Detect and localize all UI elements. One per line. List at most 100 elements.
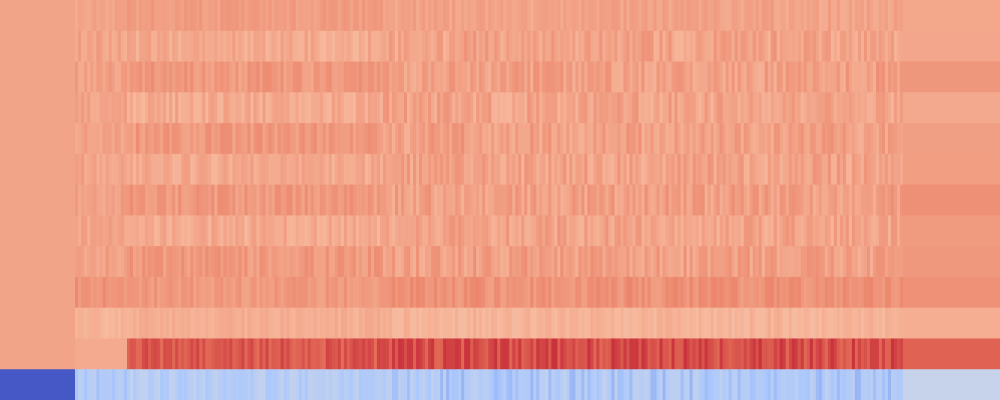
heatmap-cell xyxy=(779,246,784,278)
heatmap-cell xyxy=(470,123,474,155)
heatmap-cell xyxy=(764,92,769,124)
heatmap-cell xyxy=(698,0,703,32)
heatmap-cell xyxy=(349,276,354,309)
heatmap-cell xyxy=(452,307,456,340)
heatmap-cell xyxy=(848,338,853,370)
heatmap-cell xyxy=(196,276,200,309)
heatmap-cell xyxy=(473,123,477,155)
heatmap-cell xyxy=(728,307,733,340)
heatmap-cell xyxy=(503,369,507,400)
heatmap-cell xyxy=(854,0,859,32)
heatmap-cell xyxy=(81,215,85,247)
heatmap-cell xyxy=(223,92,227,124)
heatmap-cell xyxy=(749,276,754,309)
heatmap-cell xyxy=(479,215,483,247)
heatmap-cell xyxy=(722,369,727,400)
heatmap-cell xyxy=(479,92,483,124)
heatmap-cell xyxy=(506,338,510,370)
heatmap-cell xyxy=(713,92,718,124)
heatmap-cell xyxy=(704,338,709,370)
heatmap-cell xyxy=(903,307,1000,340)
heatmap-cell xyxy=(758,153,763,186)
heatmap-cell xyxy=(782,276,787,309)
heatmap-cell xyxy=(328,0,333,32)
heatmap-cell xyxy=(629,307,634,340)
heatmap-cell xyxy=(827,0,832,32)
heatmap-cell xyxy=(446,246,450,278)
heatmap-cell xyxy=(620,184,625,216)
heatmap-cell xyxy=(860,61,865,93)
heatmap-cell xyxy=(178,307,182,340)
heatmap-cell xyxy=(689,153,694,186)
heatmap-cell xyxy=(878,369,883,400)
heatmap-cell xyxy=(202,369,206,400)
heatmap-cell xyxy=(431,61,435,93)
heatmap-cell xyxy=(761,246,766,278)
heatmap-cell xyxy=(503,153,507,186)
heatmap-cell xyxy=(482,30,486,63)
heatmap-cell xyxy=(455,276,459,309)
heatmap-cell xyxy=(229,92,234,124)
heatmap-cell xyxy=(401,123,405,155)
heatmap-cell xyxy=(788,92,793,124)
heatmap-cell xyxy=(265,0,270,32)
heatmap-cell xyxy=(247,0,252,32)
heatmap-cell xyxy=(806,215,811,247)
heatmap-cell xyxy=(84,0,88,32)
heatmap-cell xyxy=(884,61,889,93)
heatmap-cell xyxy=(373,0,378,32)
heatmap-cell xyxy=(548,30,552,63)
heatmap-cell xyxy=(232,123,237,155)
heatmap-cell xyxy=(473,153,477,186)
heatmap-cell xyxy=(725,30,730,63)
heatmap-cell xyxy=(575,30,579,63)
heatmap-cell xyxy=(635,246,640,278)
heatmap-cell xyxy=(881,369,886,400)
heatmap-cell xyxy=(87,276,91,309)
heatmap-cell xyxy=(223,369,227,400)
heatmap-cell xyxy=(842,338,847,370)
heatmap-cell xyxy=(515,307,519,340)
heatmap-cell xyxy=(815,215,820,247)
heatmap-cell xyxy=(719,30,724,63)
heatmap-cell xyxy=(440,215,444,247)
heatmap-cell xyxy=(542,369,546,400)
heatmap-cell xyxy=(425,215,429,247)
heatmap-cell xyxy=(446,92,450,124)
heatmap-cell xyxy=(842,30,847,63)
heatmap-cell xyxy=(280,184,285,216)
heatmap-cell xyxy=(208,61,212,93)
heatmap-cell xyxy=(590,92,595,124)
heatmap-cell xyxy=(286,30,291,63)
heatmap-cell xyxy=(845,30,850,63)
heatmap-cell xyxy=(90,30,94,63)
heatmap-cell xyxy=(602,215,607,247)
heatmap-cell xyxy=(343,215,348,247)
heatmap-cell xyxy=(821,61,826,93)
heatmap-cell xyxy=(373,153,378,186)
heatmap-cell xyxy=(136,30,140,63)
heatmap-cell xyxy=(878,307,883,340)
heatmap-cell xyxy=(322,153,327,186)
heatmap-cell xyxy=(509,123,513,155)
heatmap-cell xyxy=(244,246,249,278)
heatmap-cell xyxy=(410,92,414,124)
heatmap-cell xyxy=(325,338,330,370)
heatmap-cell xyxy=(503,0,507,32)
heatmap-cell xyxy=(211,123,215,155)
heatmap-cell xyxy=(166,92,170,124)
heatmap-cell xyxy=(602,369,607,400)
heatmap-cell xyxy=(413,215,417,247)
heatmap-cell xyxy=(485,215,489,247)
heatmap-cell xyxy=(593,153,598,186)
heatmap-cell xyxy=(539,184,543,216)
heatmap-cell xyxy=(120,123,125,155)
heatmap-cell xyxy=(349,30,354,63)
heatmap-cell xyxy=(701,276,706,309)
heatmap-cell xyxy=(767,184,772,216)
heatmap-cell xyxy=(863,307,868,340)
heatmap-cell xyxy=(464,61,468,93)
heatmap-cell xyxy=(379,123,384,155)
heatmap-cell xyxy=(217,184,221,216)
heatmap-cell xyxy=(788,338,793,370)
